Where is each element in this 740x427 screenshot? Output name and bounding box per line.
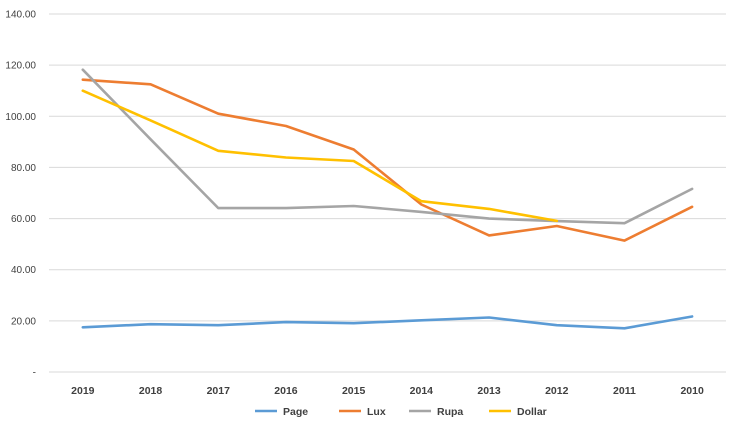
y-tick-label: 20.00 <box>11 316 36 327</box>
y-tick-label: 40.00 <box>11 265 36 276</box>
x-tick-label: 2012 <box>545 385 569 397</box>
y-tick-label: 60.00 <box>11 214 36 225</box>
legend-item-dollar: Dollar <box>489 406 547 418</box>
x-tick-label: 2016 <box>274 385 298 397</box>
y-tick-label: 120.00 <box>5 61 36 72</box>
series-line-lux <box>81 78 694 242</box>
x-tick-label: 2018 <box>139 385 163 397</box>
y-tick-label: 80.00 <box>11 163 36 174</box>
x-tick-label: 2015 <box>342 385 366 397</box>
x-tick-label: 2010 <box>680 385 704 397</box>
x-axis-ticks: 2019 2018 2017 2016 2015 2014 2013 2012 2011 2010 <box>71 385 704 397</box>
legend-label: Rupa <box>437 406 463 418</box>
y-tick-label: 100.00 <box>5 112 36 123</box>
y-tick-label: - <box>33 368 36 379</box>
legend: Page Lux Rupa Dollar <box>255 406 547 418</box>
x-tick-label: 2019 <box>71 385 95 397</box>
x-tick-label: 2014 <box>410 385 434 397</box>
legend-label: Page <box>283 406 308 418</box>
series-line-page <box>81 315 694 330</box>
y-tick-label: 140.00 <box>5 10 36 21</box>
x-tick-label: 2017 <box>207 385 231 397</box>
y-axis-ticks: - 20.00 40.00 60.00 80.00 100.00 120.00 140.00 <box>5 10 36 379</box>
series-lines <box>81 68 694 330</box>
x-tick-label: 2011 <box>613 385 636 397</box>
series-line-rupa <box>81 68 694 225</box>
legend-label: Lux <box>367 406 386 418</box>
legend-label: Dollar <box>517 406 547 418</box>
legend-item-lux: Lux <box>339 406 386 418</box>
x-tick-label: 2013 <box>477 385 501 397</box>
series-line-dollar <box>81 89 559 223</box>
legend-item-page: Page <box>255 406 308 418</box>
legend-item-rupa: Rupa <box>409 406 463 418</box>
grid-lines <box>49 13 726 373</box>
